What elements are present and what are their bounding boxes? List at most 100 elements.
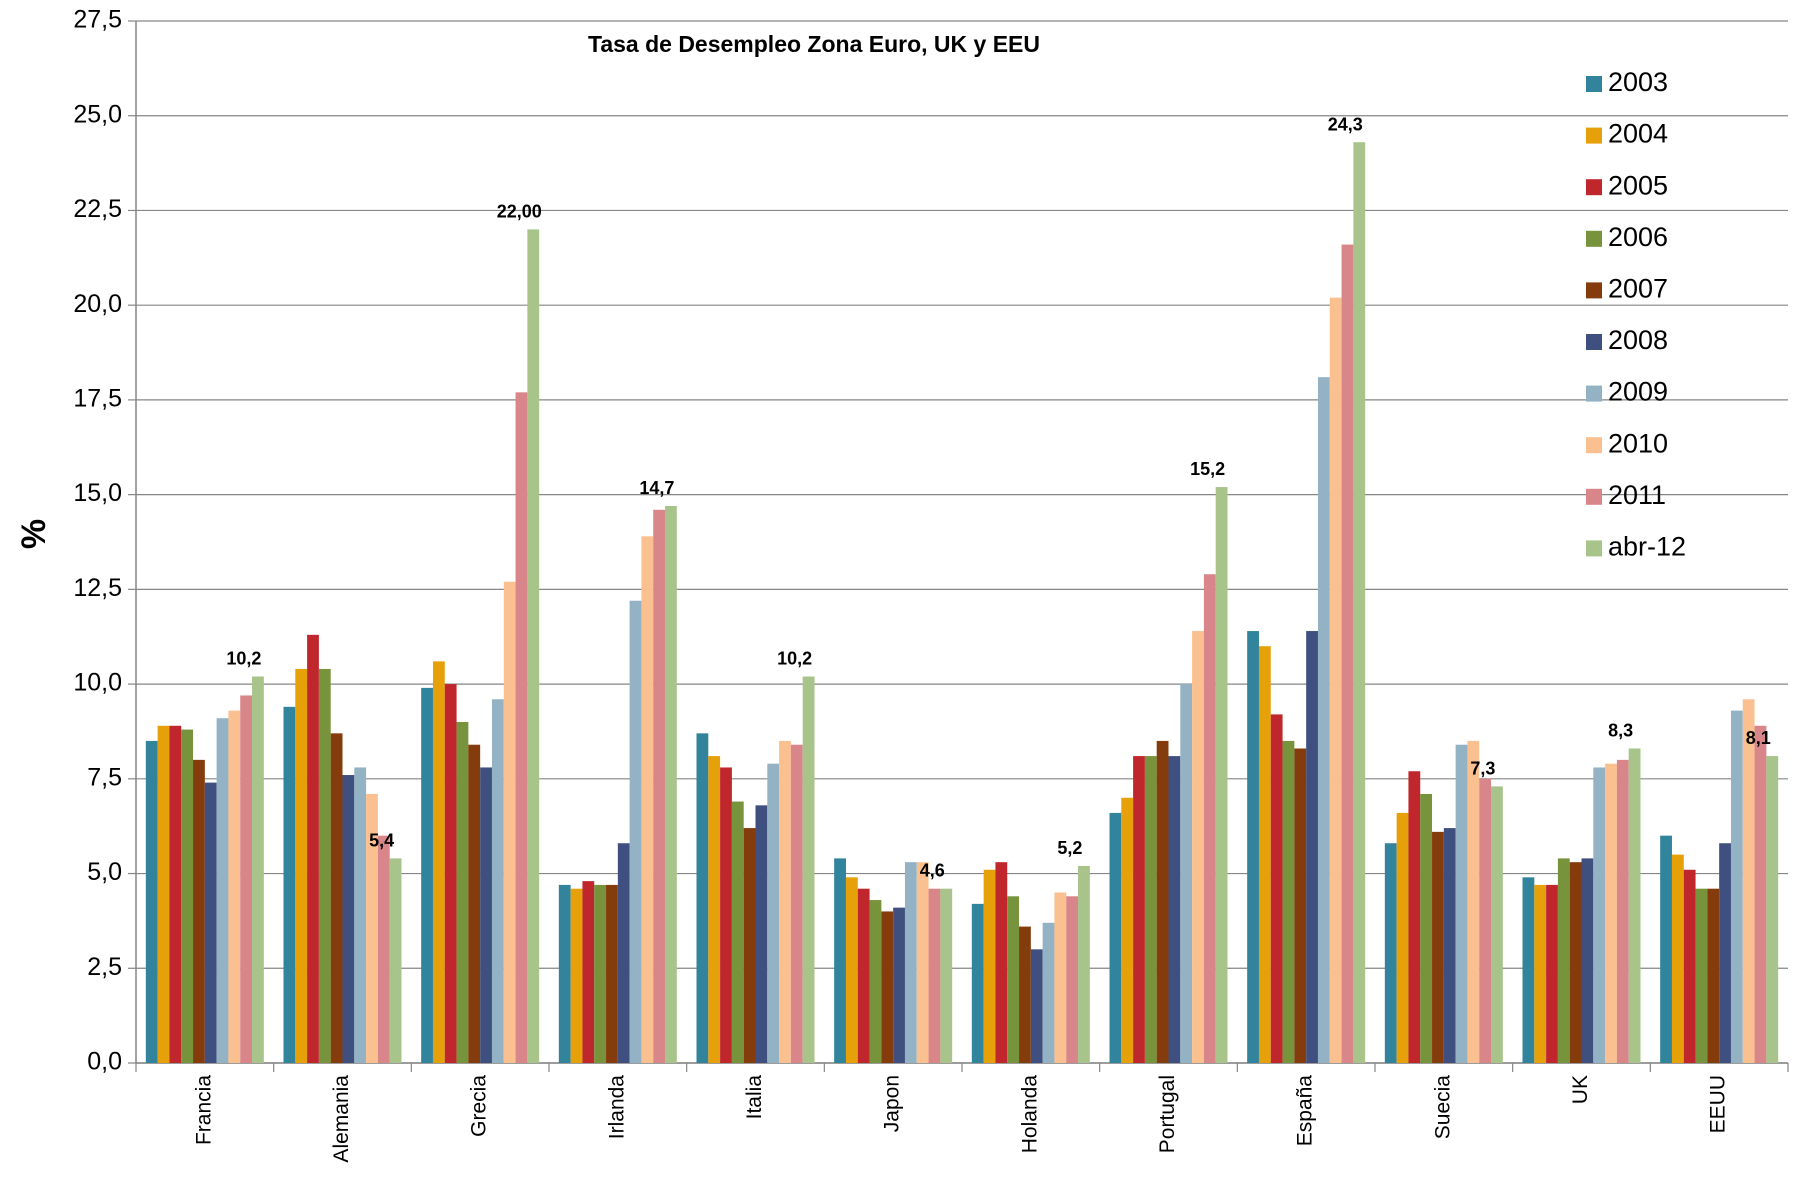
legend-swatch xyxy=(1586,76,1602,92)
bar xyxy=(1707,888,1720,1063)
bar xyxy=(1180,684,1193,1063)
y-tick-label: 2,5 xyxy=(87,953,122,981)
legend-label: 2007 xyxy=(1608,274,1668,304)
x-tick-label: Suecia xyxy=(1431,1075,1454,1140)
bar xyxy=(1581,858,1594,1063)
bar xyxy=(1078,865,1090,1063)
bar xyxy=(1144,756,1157,1063)
bar xyxy=(743,828,756,1063)
bar xyxy=(1109,812,1122,1063)
y-tick-label: 12,5 xyxy=(73,574,122,602)
bar xyxy=(904,862,917,1063)
x-tick-label: Francia xyxy=(192,1075,215,1145)
chart-title: Tasa de Desempleo Zona Euro, UK y EEU xyxy=(588,31,1040,57)
bar xyxy=(617,843,630,1063)
legend-label: abr-12 xyxy=(1608,532,1686,562)
bar xyxy=(1247,631,1259,1063)
data-label: 5,4 xyxy=(369,830,394,850)
bar xyxy=(1695,888,1708,1063)
bar xyxy=(1754,725,1767,1063)
x-tick-label: Irlanda xyxy=(605,1075,628,1140)
bar xyxy=(456,721,469,1063)
bar xyxy=(971,903,984,1063)
bar xyxy=(204,782,217,1063)
bar xyxy=(1660,835,1672,1063)
x-tick-label: EEUU xyxy=(1707,1075,1730,1133)
bar xyxy=(869,900,882,1063)
bar xyxy=(342,775,355,1063)
legend-swatch xyxy=(1586,179,1602,196)
bar xyxy=(1384,843,1397,1063)
bar xyxy=(444,684,457,1063)
y-tick-label: 7,5 xyxy=(87,763,122,791)
legend-swatch xyxy=(1586,385,1602,402)
legend-swatch xyxy=(1586,488,1602,505)
bar xyxy=(1192,631,1204,1063)
legend-label: 2006 xyxy=(1608,222,1668,252)
bar xyxy=(1719,843,1731,1063)
data-label: 7,3 xyxy=(1470,758,1495,778)
bar xyxy=(857,888,870,1063)
bar xyxy=(1671,854,1684,1063)
bar xyxy=(354,767,367,1063)
bar xyxy=(432,661,445,1063)
bar xyxy=(582,881,595,1063)
bar xyxy=(731,801,744,1063)
bar xyxy=(1396,812,1409,1063)
bar xyxy=(283,706,296,1063)
legend-swatch xyxy=(1586,540,1602,557)
data-label: 14,7 xyxy=(639,478,674,498)
bar xyxy=(570,888,583,1063)
y-axis-label: % xyxy=(15,519,53,549)
bar xyxy=(1491,786,1503,1063)
bar xyxy=(558,884,571,1063)
bar xyxy=(940,888,953,1063)
bar xyxy=(515,392,528,1063)
bar xyxy=(1329,297,1342,1063)
bar xyxy=(708,756,721,1063)
bar xyxy=(1683,869,1696,1063)
y-tick-label: 27,5 xyxy=(73,6,122,34)
bar xyxy=(767,763,780,1063)
bar xyxy=(1569,862,1582,1063)
bar xyxy=(1593,767,1606,1063)
bar xyxy=(845,877,858,1063)
bar xyxy=(1121,797,1134,1063)
bar xyxy=(216,718,229,1063)
bar xyxy=(983,869,996,1063)
data-label: 10,2 xyxy=(226,649,261,669)
data-label: 8,3 xyxy=(1608,721,1633,741)
bar xyxy=(366,793,378,1063)
bar xyxy=(1455,744,1468,1063)
legend-swatch xyxy=(1586,127,1602,144)
bar xyxy=(527,229,540,1063)
bar xyxy=(1042,922,1055,1063)
legend-label: 2008 xyxy=(1608,325,1668,355)
legend-swatch xyxy=(1586,282,1602,299)
bar xyxy=(629,600,642,1063)
legend-label: 2004 xyxy=(1608,119,1668,149)
bar xyxy=(779,740,791,1063)
bar xyxy=(145,740,158,1063)
bar xyxy=(421,687,433,1063)
bar xyxy=(1030,949,1043,1063)
bar xyxy=(1133,756,1145,1063)
bar xyxy=(377,835,390,1063)
bar xyxy=(295,668,308,1063)
bar xyxy=(1557,858,1570,1063)
bar xyxy=(928,888,941,1063)
legend-swatch xyxy=(1586,437,1602,454)
bar xyxy=(1467,740,1480,1063)
bar xyxy=(594,884,607,1063)
bar xyxy=(228,710,241,1063)
y-tick-label: 22,5 xyxy=(73,195,122,223)
y-tick-label: 5,0 xyxy=(87,858,122,886)
legend-label: 2009 xyxy=(1608,377,1668,407)
bar xyxy=(1616,759,1629,1063)
bar xyxy=(1294,748,1307,1063)
bar xyxy=(491,699,504,1063)
bar xyxy=(1742,699,1755,1063)
bar xyxy=(606,884,618,1063)
x-tick-label: España xyxy=(1294,1075,1317,1147)
